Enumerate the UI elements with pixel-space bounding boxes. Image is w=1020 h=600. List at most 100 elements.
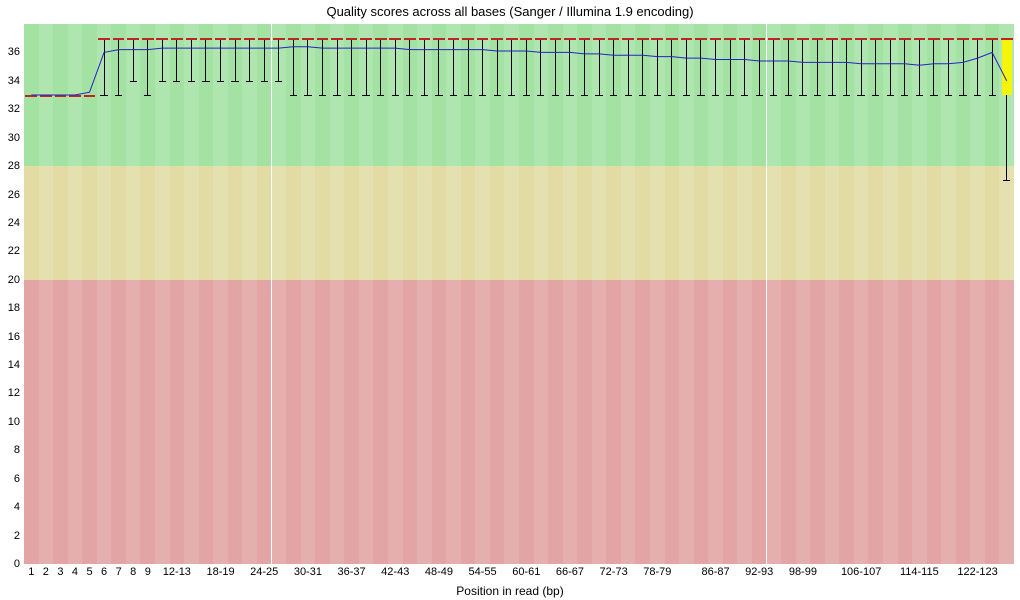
mean-marker	[666, 38, 678, 40]
whisker-cap	[712, 95, 719, 96]
whisker-cap	[872, 95, 879, 96]
y-tick: 18	[8, 302, 20, 314]
whisker-cap	[843, 95, 850, 96]
zone-bad	[679, 280, 694, 564]
y-tick: 14	[8, 359, 20, 371]
whisker-cap	[785, 95, 792, 96]
zone-bad	[359, 280, 374, 564]
zone-warn	[111, 166, 126, 280]
zone-warn	[403, 166, 418, 280]
x-tick: 5	[86, 566, 92, 578]
zone-bad	[39, 280, 54, 564]
zone-warn	[970, 166, 985, 280]
zone-warn	[301, 166, 316, 280]
zone-bad	[199, 280, 214, 564]
whisker	[963, 38, 964, 95]
zone-warn	[519, 166, 534, 280]
zone-bad	[417, 280, 432, 564]
mean-marker	[681, 38, 693, 40]
mean-marker	[404, 38, 416, 40]
zone-bad	[927, 280, 942, 564]
zone-warn	[39, 166, 54, 280]
zone-warn	[330, 166, 345, 280]
x-tick: 72-73	[600, 566, 628, 578]
zone-bad	[126, 280, 141, 564]
zone-bad	[315, 280, 330, 564]
zone-warn	[432, 166, 447, 280]
mean-marker	[448, 38, 460, 40]
mean-marker	[433, 38, 445, 40]
zone-warn	[708, 166, 723, 280]
zone-bad	[242, 280, 257, 564]
whisker	[511, 38, 512, 95]
mean-marker	[1001, 38, 1013, 40]
whisker-cap	[377, 95, 384, 96]
whisker-cap	[421, 95, 428, 96]
zone-bad	[796, 280, 811, 564]
zone-bad	[403, 280, 418, 564]
zone-bad	[708, 280, 723, 564]
whisker-cap	[362, 95, 369, 96]
whisker-cap	[159, 81, 166, 82]
zone-warn	[898, 166, 913, 280]
zone-bad	[184, 280, 199, 564]
whisker-cap	[945, 95, 952, 96]
zone-warn	[563, 166, 578, 280]
zone-bad	[111, 280, 126, 564]
whisker	[846, 38, 847, 95]
mean-marker	[273, 38, 285, 40]
zone-bad	[635, 280, 650, 564]
whisker	[482, 38, 483, 95]
whisker	[162, 38, 163, 81]
whisker-cap	[537, 95, 544, 96]
whisker	[438, 38, 439, 95]
zone-warn	[446, 166, 461, 280]
zone-bad	[228, 280, 243, 564]
mean-marker	[739, 38, 751, 40]
whisker	[832, 38, 833, 95]
whisker	[526, 38, 527, 95]
whisker-cap	[290, 95, 297, 96]
mean-marker	[317, 38, 329, 40]
zone-warn	[592, 166, 607, 280]
whisker-cap	[275, 81, 282, 82]
whisker	[337, 38, 338, 95]
whisker	[205, 38, 206, 81]
mean-marker	[622, 38, 634, 40]
x-tick: 7	[116, 566, 122, 578]
whisker	[424, 38, 425, 95]
whisker	[788, 38, 789, 95]
mean-marker	[156, 38, 168, 40]
whisker-cap	[173, 81, 180, 82]
whisker	[904, 38, 905, 95]
whisker-cap	[857, 95, 864, 96]
x-tick: 114-115	[900, 566, 939, 578]
mean-marker	[186, 38, 198, 40]
whisker	[802, 38, 803, 95]
whisker	[380, 38, 381, 95]
zone-warn	[126, 166, 141, 280]
zone-warn	[272, 166, 287, 280]
whisker-cap	[100, 95, 107, 96]
mean-marker	[288, 38, 300, 40]
whisker	[700, 38, 701, 95]
x-tick: 24-25	[250, 566, 278, 578]
whisker-cap	[989, 95, 996, 96]
mean-marker	[171, 38, 183, 40]
mean-marker	[127, 38, 139, 40]
whisker	[278, 38, 279, 81]
zone-warn	[170, 166, 185, 280]
whisker	[351, 38, 352, 95]
zone-bad	[577, 280, 592, 564]
whisker	[992, 38, 993, 95]
whisker-cap	[348, 95, 355, 96]
y-tick: 4	[14, 501, 20, 513]
zone-bad	[140, 280, 155, 564]
zone-bad	[446, 280, 461, 564]
whisker-cap	[188, 81, 195, 82]
whisker-cap	[595, 95, 602, 96]
mean-marker	[389, 38, 401, 40]
quality-chart: Quality scores across all bases (Sanger …	[0, 0, 1020, 600]
mean-marker	[579, 38, 591, 40]
x-tick: 66-67	[556, 566, 584, 578]
